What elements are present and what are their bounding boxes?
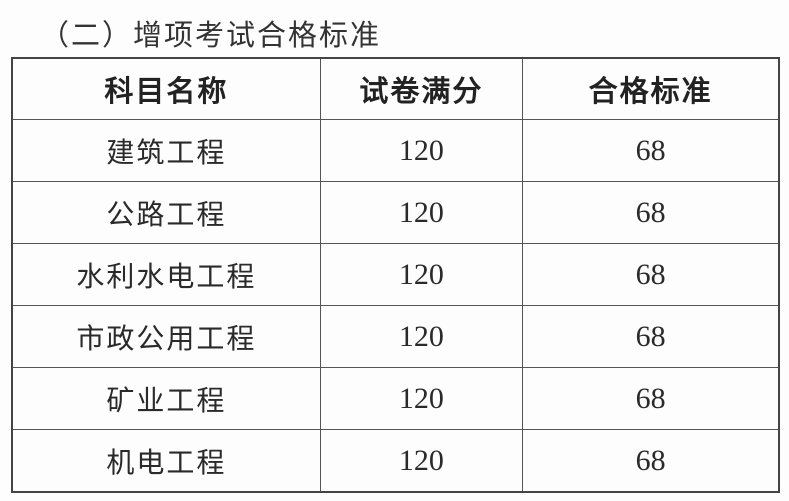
full-score-cell: 120 <box>319 305 524 368</box>
header-subject: 科目名称 <box>11 57 321 120</box>
full-score-cell: 120 <box>319 181 524 244</box>
pass-standard-table: 科目名称 试卷满分 合格标准 建筑工程 120 68 公路工程 120 68 水利水电工程 1… <box>11 57 780 493</box>
subject-cell: 公路工程 <box>11 181 321 244</box>
full-score-cell: 120 <box>319 367 524 430</box>
full-score-cell: 120 <box>319 119 524 182</box>
pass-score-cell: 68 <box>522 119 780 182</box>
table-row: 公路工程 120 68 <box>11 181 780 244</box>
subject-cell: 机电工程 <box>11 429 321 493</box>
subject-cell: 建筑工程 <box>11 119 321 182</box>
full-score-cell: 120 <box>319 243 524 306</box>
section-title: （二）增项考试合格标准 <box>40 18 382 52</box>
subject-cell: 水利水电工程 <box>11 243 321 306</box>
pass-score-cell: 68 <box>522 429 780 493</box>
pass-score-cell: 68 <box>522 181 780 244</box>
subject-cell: 矿业工程 <box>11 367 321 430</box>
table-row: 水利水电工程 120 68 <box>11 243 780 306</box>
pass-score-cell: 68 <box>522 243 780 306</box>
table-row: 矿业工程 120 68 <box>11 367 780 430</box>
table-row: 建筑工程 120 68 <box>11 119 780 182</box>
header-pass-score: 合格标准 <box>522 57 780 120</box>
pass-score-cell: 68 <box>522 367 780 430</box>
header-full-score: 试卷满分 <box>319 57 524 120</box>
full-score-cell: 120 <box>319 429 524 493</box>
table-row: 机电工程 120 68 <box>11 429 780 493</box>
table-row: 市政公用工程 120 68 <box>11 305 780 368</box>
table-header-row: 科目名称 试卷满分 合格标准 <box>11 57 780 120</box>
pass-score-cell: 68 <box>522 305 780 368</box>
subject-cell: 市政公用工程 <box>11 305 321 368</box>
